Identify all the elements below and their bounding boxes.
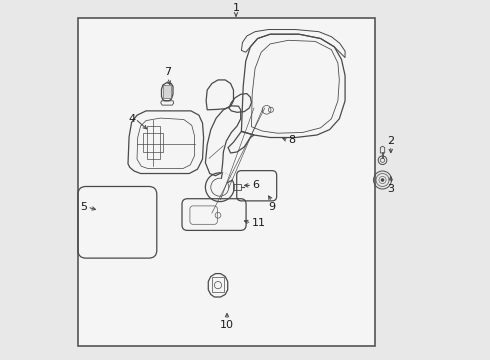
Text: 5: 5: [80, 202, 87, 212]
Text: 2: 2: [387, 136, 394, 146]
Bar: [212, 277, 224, 292]
Text: 7: 7: [164, 67, 171, 77]
Bar: [163, 85, 171, 98]
Wedge shape: [220, 173, 232, 187]
Text: 8: 8: [288, 135, 295, 145]
Text: 9: 9: [269, 202, 275, 212]
Bar: [77, 18, 374, 346]
Text: 4: 4: [128, 114, 135, 124]
Text: 6: 6: [252, 180, 259, 190]
Text: 1: 1: [232, 3, 240, 13]
Text: 3: 3: [387, 184, 394, 194]
Bar: [147, 126, 160, 159]
Circle shape: [381, 178, 384, 182]
Bar: [144, 133, 163, 152]
Text: 11: 11: [251, 218, 266, 228]
Bar: [233, 184, 241, 190]
Text: 10: 10: [220, 320, 234, 330]
